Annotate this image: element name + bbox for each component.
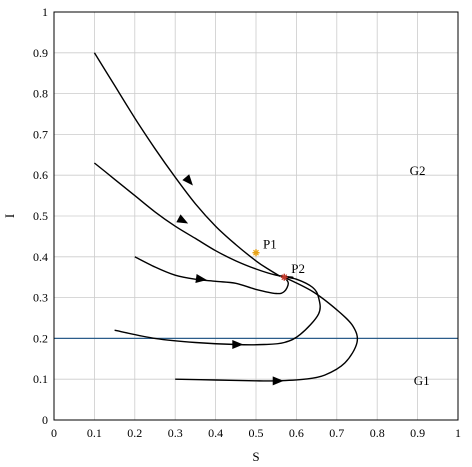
region-labels: G2 G1: [410, 163, 430, 388]
point-p1: [252, 249, 260, 257]
region-label: G1: [414, 373, 430, 388]
plot-frame: [53, 11, 459, 421]
arrowhead: [232, 340, 244, 350]
x-tick-label: 0.8: [370, 426, 385, 440]
y-tick-labels: 0 0.1 0.2 0.3 0.4 0.5 0.6 0.7 0.8 0.9 1: [33, 5, 48, 427]
arrowhead: [182, 174, 193, 186]
y-tick-label: 0.3: [33, 291, 48, 305]
x-tick-label: 0.9: [410, 426, 425, 440]
y-axis-label: I: [2, 214, 17, 218]
y-tick-label: 0.7: [33, 127, 48, 141]
x-tick-label: 1: [455, 426, 461, 440]
y-tick-label: 1: [42, 5, 48, 19]
region-label: G2: [410, 163, 426, 178]
trajectories: [93, 52, 359, 382]
arrowhead: [195, 274, 207, 283]
y-tick-label: 0.8: [33, 87, 48, 101]
grid-lines: [54, 12, 458, 420]
trajectory-3: [134, 256, 290, 295]
direction-arrows: [176, 174, 284, 386]
x-tick-label: 0.7: [329, 426, 344, 440]
trajectory-5: [175, 276, 359, 382]
x-tick-label: 0.4: [208, 426, 223, 440]
x-tick-labels: 0 0.1 0.2 0.3 0.4 0.5 0.6 0.7 0.8 0.9 1: [51, 426, 461, 440]
arrowhead: [176, 214, 189, 224]
point-label: P1: [263, 237, 277, 252]
trajectory-2: [93, 162, 294, 279]
x-tick-label: 0.5: [249, 426, 264, 440]
y-tick-label: 0: [42, 413, 48, 427]
x-tick-label: 0.1: [87, 426, 102, 440]
y-tick-label: 0.5: [33, 209, 48, 223]
y-tick-label: 0.9: [33, 46, 48, 60]
x-axis-label: S: [252, 449, 259, 464]
trajectory-4: [114, 276, 321, 346]
x-tick-label: 0.2: [127, 426, 142, 440]
trajectory-1: [93, 52, 281, 278]
y-tick-label: 0.4: [33, 250, 48, 264]
x-tick-label: 0.6: [289, 426, 304, 440]
y-tick-label: 0.6: [33, 168, 48, 182]
point-p2: [280, 273, 288, 281]
y-tick-label: 0.1: [33, 372, 48, 386]
x-tick-label: 0.3: [168, 426, 183, 440]
arrowhead: [272, 376, 284, 386]
point-label: P2: [291, 261, 305, 276]
equilibrium-points: P1 P2: [252, 237, 305, 281]
x-tick-label: 0: [51, 426, 57, 440]
y-tick-label: 0.2: [33, 331, 48, 345]
